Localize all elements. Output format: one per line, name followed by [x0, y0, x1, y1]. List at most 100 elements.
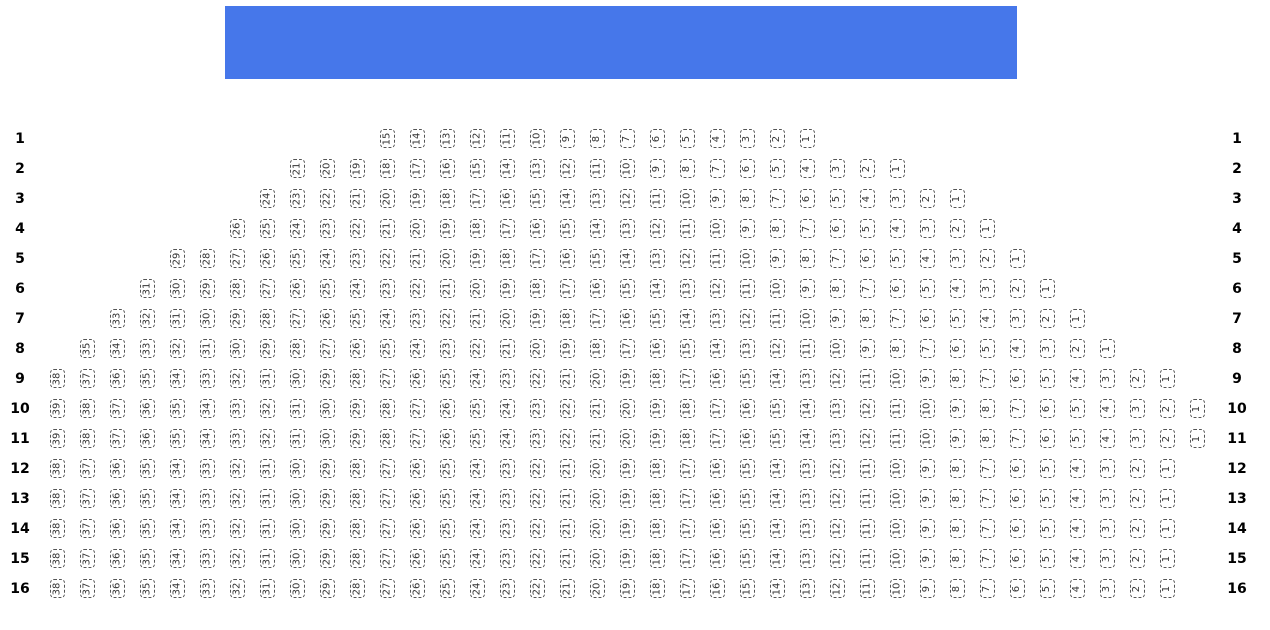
seat[interactable]: 16: [710, 489, 725, 508]
seat[interactable]: 2: [1040, 309, 1055, 328]
seat[interactable]: 15: [740, 549, 755, 568]
seat[interactable]: 35: [170, 429, 185, 448]
seat[interactable]: 20: [380, 189, 395, 208]
seat[interactable]: 4: [1010, 339, 1025, 358]
seat[interactable]: 23: [440, 339, 455, 358]
seat[interactable]: 9: [920, 519, 935, 538]
seat[interactable]: 16: [530, 219, 545, 238]
seat[interactable]: 6: [1010, 579, 1025, 598]
seat[interactable]: 31: [260, 369, 275, 388]
seat[interactable]: 12: [680, 249, 695, 268]
seat[interactable]: 1: [800, 129, 815, 148]
seat[interactable]: 24: [470, 579, 485, 598]
seat[interactable]: 35: [140, 519, 155, 538]
seat[interactable]: 14: [680, 309, 695, 328]
seat[interactable]: 30: [290, 549, 305, 568]
seat[interactable]: 3: [1100, 459, 1115, 478]
seat[interactable]: 31: [260, 519, 275, 538]
seat[interactable]: 27: [410, 399, 425, 418]
seat[interactable]: 30: [200, 309, 215, 328]
seat[interactable]: 2: [980, 249, 995, 268]
seat[interactable]: 6: [740, 159, 755, 178]
seat[interactable]: 26: [410, 579, 425, 598]
seat[interactable]: 20: [590, 579, 605, 598]
seat[interactable]: 30: [320, 429, 335, 448]
seat[interactable]: 16: [710, 369, 725, 388]
seat[interactable]: 27: [320, 339, 335, 358]
seat[interactable]: 17: [710, 429, 725, 448]
seat[interactable]: 17: [500, 219, 515, 238]
seat[interactable]: 14: [650, 279, 665, 298]
seat[interactable]: 15: [770, 429, 785, 448]
seat[interactable]: 7: [830, 249, 845, 268]
seat[interactable]: 13: [440, 129, 455, 148]
seat[interactable]: 14: [620, 249, 635, 268]
seat[interactable]: 2: [860, 159, 875, 178]
seat[interactable]: 33: [230, 429, 245, 448]
seat[interactable]: 20: [620, 399, 635, 418]
seat[interactable]: 4: [1100, 429, 1115, 448]
seat[interactable]: 23: [500, 489, 515, 508]
seat[interactable]: 17: [410, 159, 425, 178]
seat[interactable]: 1: [1100, 339, 1115, 358]
seat[interactable]: 1: [1010, 249, 1025, 268]
seat[interactable]: 13: [680, 279, 695, 298]
seat[interactable]: 15: [680, 339, 695, 358]
seat[interactable]: 35: [140, 489, 155, 508]
seat[interactable]: 10: [890, 519, 905, 538]
seat[interactable]: 6: [1010, 549, 1025, 568]
seat[interactable]: 18: [440, 189, 455, 208]
seat[interactable]: 8: [800, 249, 815, 268]
seat[interactable]: 18: [650, 369, 665, 388]
seat[interactable]: 10: [800, 309, 815, 328]
seat[interactable]: 9: [920, 369, 935, 388]
seat[interactable]: 37: [80, 369, 95, 388]
seat[interactable]: 14: [560, 189, 575, 208]
seat[interactable]: 26: [350, 339, 365, 358]
seat[interactable]: 28: [350, 579, 365, 598]
seat[interactable]: 20: [500, 309, 515, 328]
seat[interactable]: 7: [980, 579, 995, 598]
seat[interactable]: 9: [920, 459, 935, 478]
seat[interactable]: 27: [380, 489, 395, 508]
seat[interactable]: 7: [890, 309, 905, 328]
seat[interactable]: 38: [50, 459, 65, 478]
seat[interactable]: 6: [650, 129, 665, 148]
seat[interactable]: 38: [50, 489, 65, 508]
seat[interactable]: 14: [770, 549, 785, 568]
seat[interactable]: 35: [80, 339, 95, 358]
seat[interactable]: 9: [770, 249, 785, 268]
seat[interactable]: 22: [530, 579, 545, 598]
seat[interactable]: 19: [350, 159, 365, 178]
seat[interactable]: 9: [950, 399, 965, 418]
seat[interactable]: 9: [950, 429, 965, 448]
seat[interactable]: 33: [110, 309, 125, 328]
seat[interactable]: 10: [740, 249, 755, 268]
seat[interactable]: 1: [890, 159, 905, 178]
seat[interactable]: 35: [170, 399, 185, 418]
seat[interactable]: 22: [350, 219, 365, 238]
seat[interactable]: 4: [1070, 549, 1085, 568]
seat[interactable]: 29: [350, 429, 365, 448]
seat[interactable]: 11: [650, 189, 665, 208]
seat[interactable]: 13: [800, 579, 815, 598]
seat[interactable]: 27: [260, 279, 275, 298]
seat[interactable]: 9: [920, 489, 935, 508]
seat[interactable]: 13: [530, 159, 545, 178]
seat[interactable]: 34: [170, 519, 185, 538]
seat[interactable]: 6: [860, 249, 875, 268]
seat[interactable]: 27: [380, 579, 395, 598]
seat[interactable]: 11: [800, 339, 815, 358]
seat[interactable]: 34: [170, 489, 185, 508]
seat[interactable]: 21: [560, 549, 575, 568]
seat[interactable]: 15: [740, 579, 755, 598]
seat[interactable]: 17: [590, 309, 605, 328]
seat[interactable]: 18: [680, 399, 695, 418]
seat[interactable]: 38: [50, 549, 65, 568]
seat[interactable]: 13: [590, 189, 605, 208]
seat[interactable]: 13: [800, 519, 815, 538]
seat[interactable]: 29: [230, 309, 245, 328]
seat[interactable]: 30: [230, 339, 245, 358]
seat[interactable]: 20: [530, 339, 545, 358]
seat[interactable]: 8: [980, 429, 995, 448]
